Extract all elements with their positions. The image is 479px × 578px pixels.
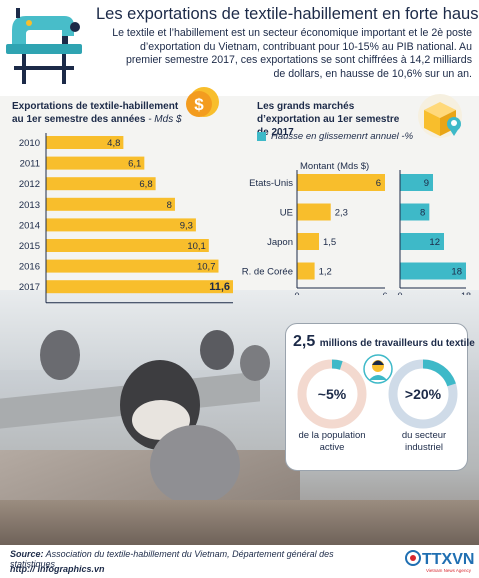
- amount-value-label: 1,5: [323, 237, 336, 248]
- left-donut-label: de la population active: [298, 430, 366, 453]
- legend-label: Hausse en glissemenrt annuel -%: [271, 131, 414, 142]
- workers-number: 2,5: [293, 333, 316, 350]
- left-chart-title: Exportations de textile-habillement au 1…: [12, 100, 192, 126]
- year-bar: [46, 136, 124, 149]
- dollar-coin-icon: $: [186, 87, 219, 117]
- year-value-label: 6,8: [139, 179, 152, 190]
- source-text: Association du textile-habillement du Vi…: [10, 549, 334, 569]
- right-chart-title: Les grands marchés d’exportation au 1er …: [257, 101, 400, 138]
- amount-bar: [297, 203, 331, 221]
- right-donut-label: du secteur industriel: [401, 430, 447, 453]
- year-value-label: 6,1: [128, 159, 141, 170]
- year-label: 2010: [19, 138, 40, 149]
- chart-legend: Hausse en glissemenrt annuel -%: [257, 131, 413, 142]
- amount-axis-label: Montant (Mds $): [300, 161, 370, 172]
- growth-tick-label: 18: [461, 291, 471, 295]
- source-note: Source: Association du textile-habilleme…: [10, 549, 370, 569]
- year-bar: [46, 239, 209, 252]
- industry-donut-center: [398, 369, 448, 419]
- intro-paragraph: Le textile et l’habillement est un secte…: [112, 27, 472, 80]
- year-label: 2011: [20, 159, 40, 170]
- growth-value-label: 8: [420, 208, 425, 219]
- left-chart-title-text: Exportations de textile-habillement au 1…: [12, 101, 179, 125]
- workers-heading: 2,5 millions de travailleurs du textile: [293, 333, 475, 351]
- workers-text: millions de travailleurs du textile: [319, 338, 475, 349]
- year-label: 2017: [19, 282, 40, 293]
- year-value-label: 11,6: [209, 281, 230, 293]
- year-value-label: 10,7: [197, 262, 216, 273]
- yearly-exports-chart: 2010 4,8 2011 6,1 2012 6,8 2013 8 2014 9,3 2015 10,…: [19, 133, 242, 308]
- amount-value-label: 1,2: [319, 267, 332, 278]
- growth-bar: [400, 174, 433, 191]
- year-value-label: 8: [167, 200, 172, 211]
- workers-panel: 2,5 millions de travailleurs du textile …: [285, 323, 475, 471]
- year-bar: [46, 218, 196, 232]
- amount-tick-label: 6: [382, 291, 387, 295]
- year-label: 2014: [19, 220, 40, 231]
- growth-bar: [400, 203, 430, 221]
- x-tick-label: 11,6: [225, 307, 242, 308]
- growth-bar: [400, 262, 466, 280]
- markets-chart: Etats-Unis 6 9 UE 2,3 8 Japon 1,5 12 R. de Corée 1…: [242, 170, 471, 295]
- year-value-label: 9,3: [180, 220, 193, 231]
- amount-value-label: 6: [376, 178, 381, 189]
- year-label: 2016: [19, 262, 40, 273]
- year-bar: [46, 259, 219, 273]
- year-label: 2013: [19, 200, 40, 211]
- logo-text: TTXVN: [422, 551, 474, 568]
- market-label: R. de Corée: [242, 267, 293, 278]
- amount-tick-label: 0: [294, 291, 299, 295]
- growth-value-label: 9: [424, 178, 429, 189]
- year-bar: [46, 280, 233, 294]
- year-label: 2012: [19, 179, 40, 190]
- website-link[interactable]: http:// infographics.vn: [10, 564, 105, 574]
- amount-bar: [297, 233, 319, 250]
- workers-donuts: ~5% >20%: [297, 359, 458, 429]
- growth-value-label: 18: [451, 267, 462, 278]
- svg-text:$: $: [194, 95, 204, 114]
- year-bar: [46, 156, 145, 170]
- x-tick-label: 0: [43, 307, 48, 308]
- left-chart-unit: - Mds $: [145, 114, 182, 125]
- population-donut-value: ~5%: [318, 386, 347, 402]
- market-label: Etats-Unis: [249, 178, 293, 189]
- logo-subtext: Vietnam News Agency: [426, 568, 472, 573]
- population-donut-share: [297, 359, 367, 429]
- year-label: 2015: [19, 241, 40, 252]
- amount-bar: [297, 262, 315, 280]
- worker-avatar-icon: [363, 354, 393, 384]
- industry-donut-value: >20%: [405, 386, 442, 402]
- year-value-label: 4,8: [107, 138, 120, 149]
- growth-tick-label: 0: [397, 291, 402, 295]
- package-location-icon: [418, 94, 462, 138]
- year-bar: [46, 197, 175, 211]
- industry-donut-share: [388, 359, 458, 429]
- market-label: UE: [280, 208, 293, 219]
- legend-swatch: [257, 132, 266, 141]
- population-donut-center: [307, 369, 357, 419]
- growth-bar: [400, 233, 444, 250]
- amount-bar: [297, 174, 385, 191]
- growth-value-label: 12: [429, 237, 440, 248]
- market-label: Japon: [267, 237, 293, 248]
- ttxvn-logo: TTXVN Vietnam News Agency: [405, 550, 474, 573]
- source-label: Source:: [10, 549, 44, 559]
- footer: Source: Association du textile-habilleme…: [0, 545, 479, 578]
- sewing-machine-icon: [6, 8, 82, 84]
- year-bar: [46, 177, 156, 191]
- year-value-label: 10,1: [187, 241, 206, 252]
- amount-value-label: 2,3: [335, 208, 348, 219]
- page-title: Les exportations de textile-habillement …: [96, 5, 479, 23]
